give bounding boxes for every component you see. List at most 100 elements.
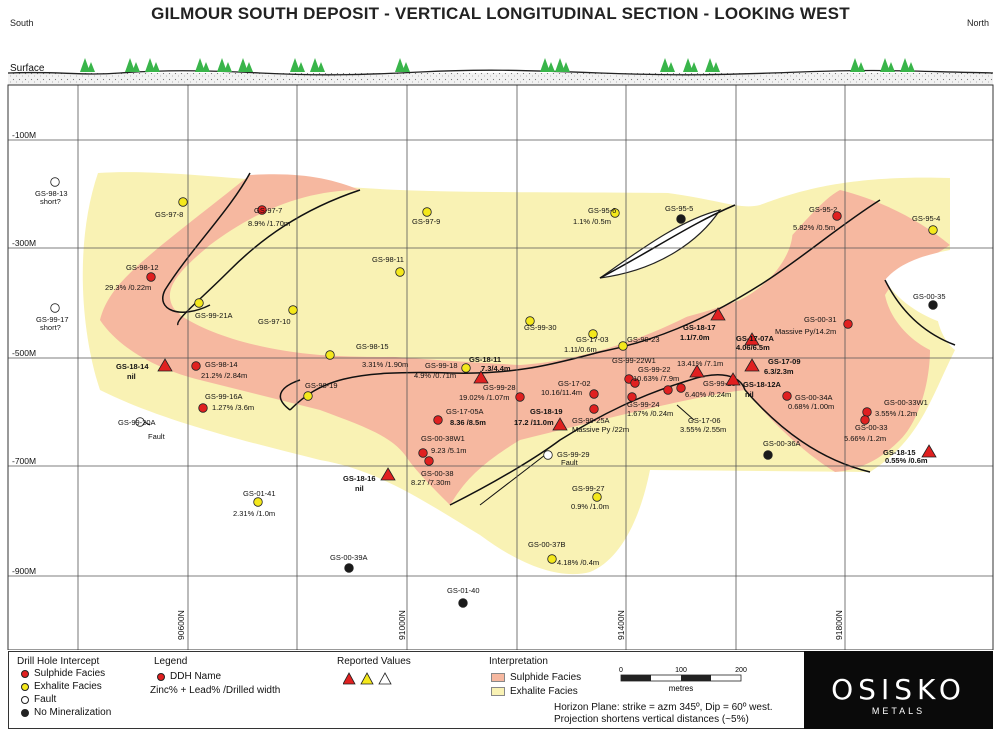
hole-name-label: GS-99-23 — [627, 335, 660, 344]
depth-label: -900M — [12, 566, 36, 576]
fault-dot-icon — [543, 450, 553, 460]
tree-icon — [683, 58, 698, 72]
section-title: GILMOUR SOUTH DEPOSIT - VERTICAL LONGITU… — [151, 4, 850, 23]
hole-name-label: GS-98-15 — [356, 342, 389, 351]
drill-hole-gs-17-05a: GS-17-05A 8.36 /8.5m — [433, 407, 486, 427]
depth-label: -700M — [12, 456, 36, 466]
exhalite-dot-icon — [288, 305, 298, 315]
section-grid — [8, 85, 993, 650]
logo-wordmark: OSISKO — [831, 673, 966, 706]
reported-value-label: nil — [745, 390, 754, 399]
hole-name-label: GS-99-26 — [703, 379, 736, 388]
hole-name-label: GS-17-05A — [446, 407, 484, 416]
drill-hole-gs-98-12: GS-98-12 29.3% /0.22m — [105, 263, 159, 292]
hole-value-label: 5.66% /1.2m — [844, 434, 886, 443]
tree-icon — [540, 58, 555, 72]
exhalite-dot-icon — [610, 208, 620, 218]
drill-hole-gs-17-03: GS-17-031.11/0.6m — [564, 329, 609, 354]
legend-nomin-label: No Mineralization — [34, 707, 112, 718]
reported-name-label: GS-18-16 — [343, 474, 376, 483]
sulphide-dot-icon — [257, 205, 267, 215]
tree-icon — [660, 58, 675, 72]
hole-name-label: GS-99-30 — [524, 323, 557, 332]
hole-name-label: GS-99-20A — [118, 418, 156, 427]
hole-name-label: GS-99-16A — [205, 392, 243, 401]
depth-label: -300M — [12, 238, 36, 248]
tree-icon — [900, 58, 915, 72]
reported-hole-gs-18-19: GS-18-19 17.2 /11.0m — [514, 407, 568, 431]
drill-hole-gs-01-41: GS-01-41 2.31% /1.0m — [233, 489, 276, 518]
legend-ddh-format: Zinc% + Lead% /Drilled width — [150, 685, 281, 696]
nomin-dot-icon — [928, 300, 938, 310]
drill-hole-gs-99-18: GS-99-184.9% /0.71m — [414, 361, 471, 380]
tree-icon — [850, 58, 865, 72]
legend-ddh-name: DDH Name — [157, 671, 221, 682]
drill-hole-gs-00-38w1: GS-00-38W1 9.23 /5.1m — [418, 434, 466, 458]
hole-name-label: GS-00-38W1 — [421, 434, 465, 443]
hole-name-label: GS-95-4 — [912, 214, 940, 223]
legend-interp-sulphide: Sulphide Facies — [491, 672, 581, 683]
northing-label: 90600N — [176, 610, 186, 640]
sulphide-dot-icon — [860, 415, 870, 425]
legend-exhalite-label: Exhalite Facies — [34, 681, 102, 692]
hole-note-label: Fault — [561, 458, 579, 467]
exhalite-dot-icon — [395, 267, 405, 277]
drill-hole-gs-00-36a: GS-00-36A — [763, 439, 801, 460]
hole-value-label: 9.23 /5.1m — [431, 446, 466, 455]
reported-value-label: 7.3/4.4m — [481, 364, 511, 373]
red-triangle-icon — [380, 467, 396, 481]
legend-sulphide-dot: Sulphide Facies — [21, 668, 105, 679]
reported-triangles — [343, 672, 392, 685]
legend-ddh-label: DDH Name — [170, 671, 222, 682]
hole-value-label: 10.63% /7.9m — [633, 374, 679, 383]
sulphide-dot-icon — [589, 404, 599, 414]
hole-value-label: 1.11/0.6m — [564, 345, 597, 354]
reported-hole-gs-18-15: GS-18-150.55% /0.6m — [883, 444, 937, 465]
red-dot-icon — [21, 669, 29, 678]
drill-legend-title: Drill Hole Intercept — [17, 656, 100, 667]
sulphide-dot-icon — [630, 378, 640, 388]
red-triangle-icon — [552, 417, 568, 431]
reported-value-label: 1.1/7.0m — [680, 333, 710, 342]
scale-bar: 0 100 200 metres — [619, 667, 747, 693]
reported-name-label: GS-18-17 — [683, 323, 716, 332]
depth-label: -100M — [12, 130, 36, 140]
drill-hole-gs-99-24: GS-99-241.67% /0.24m — [627, 392, 673, 418]
fault-dot-icon — [135, 417, 145, 427]
white-triangle-icon — [378, 672, 392, 685]
exhalite-inner-zone — [178, 199, 793, 357]
depth-label: -500M — [12, 348, 36, 358]
hole-value-label: 29.3% /0.22m — [105, 283, 151, 292]
tree-icon — [555, 58, 570, 72]
hole-name-label: GS-99-25A — [572, 416, 610, 425]
drill-hole-gs-97-8: GS-97-8 — [155, 197, 188, 219]
hole-note-label: Fault — [148, 432, 166, 441]
scale-unit: metres — [669, 684, 693, 693]
hole-value-label: 8.36 /8.5m — [450, 418, 486, 427]
drill-hole-gs-99-20a: GS-99-20A Fault — [118, 417, 166, 441]
reported-name-label: GS-18-12A — [743, 380, 782, 389]
drill-hole-gs-95-4: GS-95-4 — [912, 214, 940, 235]
northing-label: 91000N — [397, 610, 407, 640]
sulphide-dot-icon — [663, 385, 673, 395]
hole-name-label: GS-17-02 — [558, 379, 591, 388]
hole-name-label: GS-98-11 — [372, 255, 404, 264]
tree-icon — [195, 58, 210, 72]
hole-name-label: GS-99-24 — [627, 400, 660, 409]
tree-icon — [80, 58, 95, 72]
scale-tick-0: 0 — [619, 667, 623, 674]
hole-name-label: GS-98-14 — [205, 360, 238, 369]
fault-dot-icon — [50, 177, 60, 187]
drill-hole-gs-00-31: GS-00-31 Massive Py/14.2m — [775, 315, 853, 336]
sulphide-dot-icon — [832, 211, 842, 221]
drill-hole-gs-97-10: GS-97-10 — [258, 305, 298, 326]
reported-name-label: GS-17-07A — [736, 334, 775, 343]
depth-axis: -100M -300M -500M -700M -900M — [12, 130, 36, 576]
northing-label: 91400N — [616, 610, 626, 640]
hole-name-label: GS-99-22W1 — [612, 356, 656, 365]
drill-hole-gs-99-21a: GS-99-21A — [194, 298, 233, 320]
yellow-dot-icon — [21, 682, 29, 691]
